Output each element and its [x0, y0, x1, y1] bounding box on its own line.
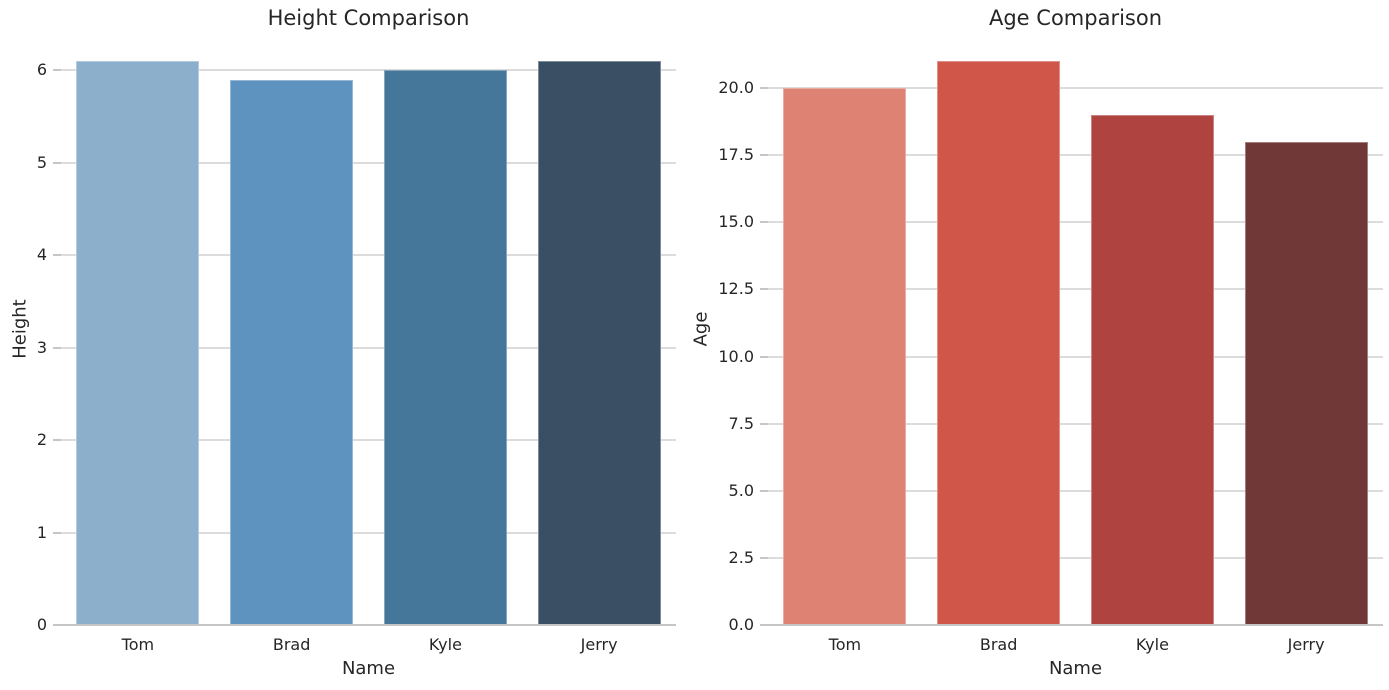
y-tick-label: 0	[36, 615, 47, 634]
y-axis-label: Height	[9, 299, 31, 359]
x-tick-label: Tom	[828, 635, 862, 654]
y-tick-mark	[53, 439, 61, 442]
y-gridline	[768, 422, 1383, 425]
x-axis-label: Name	[341, 658, 396, 679]
y-gridline	[61, 254, 676, 257]
y-tick-mark	[53, 69, 61, 72]
bar-jerry	[1244, 141, 1368, 625]
y-tick-label: 7.5	[728, 413, 754, 433]
bar-jerry	[537, 61, 661, 625]
y-gridline	[61, 69, 676, 72]
y-tick-mark	[760, 288, 768, 291]
y-tick-label: 5	[36, 152, 47, 172]
chart-title: Age Comparison	[988, 6, 1163, 30]
y-gridline	[768, 87, 1383, 90]
y-tick-label: 20.0	[718, 78, 754, 98]
y-gridline	[61, 346, 676, 349]
y-tick-mark	[760, 355, 768, 358]
x-tick-label: Jerry	[1287, 635, 1325, 654]
x-tick-label: Kyle	[1135, 635, 1169, 654]
y-gridline	[768, 288, 1383, 291]
x-tick-label: Jerry	[580, 635, 618, 654]
y-tick-mark	[760, 422, 768, 425]
bar-tom	[76, 61, 200, 625]
y-tick-label: 17.5	[718, 145, 754, 165]
y-tick-mark	[53, 624, 61, 626]
y-tick-label: 12.5	[718, 279, 754, 299]
y-tick-mark	[760, 624, 768, 626]
y-tick-mark	[53, 161, 61, 164]
y-gridline	[768, 355, 1383, 358]
y-gridline	[768, 556, 1383, 559]
y-gridline	[768, 489, 1383, 492]
bar-brad	[230, 79, 354, 625]
x-axis-line	[768, 624, 1383, 626]
plot-area: 0 1 2 3 4 5 6 Tom Brad Kyle Jerry	[37, 33, 676, 653]
bar-brad	[937, 61, 1061, 625]
y-tick-mark	[760, 489, 768, 492]
y-tick-label: 10.0	[718, 346, 754, 366]
y-tick-mark	[53, 531, 61, 534]
x-tick-label: Tom	[121, 635, 155, 654]
bar-tom	[783, 88, 907, 625]
x-axis-label: Name	[1048, 658, 1103, 679]
y-tick-mark	[760, 154, 768, 157]
x-tick-label: Brad	[979, 635, 1018, 654]
y-gridline	[61, 439, 676, 442]
x-tick-label: Kyle	[428, 635, 462, 654]
y-gridline	[768, 221, 1383, 224]
y-tick-mark	[53, 254, 61, 257]
y-axis-label: Age	[690, 311, 712, 347]
chart-title: Height Comparison	[267, 6, 470, 30]
y-tick-label: 3	[36, 337, 47, 357]
y-gridline	[61, 531, 676, 534]
y-tick-label: 2.5	[728, 547, 754, 567]
y-tick-label: 0.0	[728, 615, 754, 634]
bar-kyle	[1090, 114, 1214, 625]
y-tick-label: 5.0	[728, 480, 754, 500]
bar-kyle	[383, 70, 507, 625]
y-tick-mark	[760, 221, 768, 224]
x-tick-label: Brad	[272, 635, 311, 654]
y-gridline	[61, 161, 676, 164]
y-tick-label: 6	[36, 60, 47, 80]
y-tick-mark	[760, 556, 768, 559]
plot-area: 0.0 2.5 5.0 7.5 10.0 12.5 15.0 17.5 20.0 Tom Brad K…	[718, 33, 1383, 653]
y-gridline	[768, 154, 1383, 157]
y-tick-mark	[53, 346, 61, 349]
y-tick-label: 2	[36, 430, 47, 450]
y-tick-label: 1	[36, 522, 47, 542]
y-tick-label: 4	[36, 245, 47, 265]
y-tick-label: 15.0	[718, 212, 754, 232]
y-tick-mark	[760, 87, 768, 90]
x-axis-line	[61, 624, 676, 626]
